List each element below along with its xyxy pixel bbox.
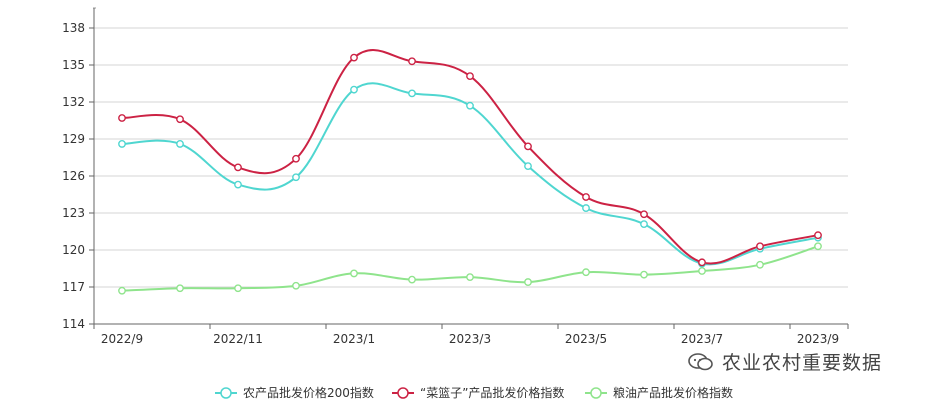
series-0-point-2[interactable]	[234, 180, 242, 189]
x-tick-label-2022-9: 2022/9	[101, 332, 143, 346]
series-1-point-10[interactable]	[698, 258, 706, 267]
legend-swatch-marker-2	[590, 387, 602, 399]
series-2-point-5[interactable]	[408, 275, 416, 284]
series-1-point-5[interactable]	[408, 57, 416, 66]
series-2-point-6[interactable]	[466, 273, 474, 282]
watermark: 农业农村重要数据	[688, 348, 882, 375]
series-1-point-1[interactable]	[176, 115, 184, 124]
legend-label-0: 农产品批发价格200指数	[243, 385, 374, 400]
series-1-point-8[interactable]	[582, 193, 590, 201]
series-1-point-7[interactable]	[524, 142, 532, 151]
series-0-point-5[interactable]	[408, 89, 416, 98]
series-0-point-6[interactable]	[466, 101, 474, 110]
x-tick-label-2023-3: 2023/3	[449, 332, 491, 346]
legend-swatch-marker-1	[397, 387, 409, 399]
series-2-point-8[interactable]	[582, 268, 590, 277]
series-1-point-0[interactable]	[118, 114, 126, 122]
y-tick-label-138: 138	[62, 21, 85, 35]
series-1-point-4[interactable]	[350, 53, 358, 62]
series-2-point-2[interactable]	[234, 284, 242, 293]
y-tick-label-114: 114	[62, 317, 85, 331]
y-tick-label-129: 129	[62, 132, 85, 146]
series-1-point-3[interactable]	[292, 154, 300, 163]
series-0-point-0[interactable]	[118, 140, 126, 148]
axes: 114 117 120 123 126 129 132 135 138 2022/9 2022/11…	[62, 8, 849, 346]
series-1-point-11[interactable]	[756, 242, 764, 251]
y-tick-label-120: 120	[62, 243, 85, 257]
x-tick-label-2023-9: 2023/9	[797, 332, 839, 346]
series-1-point-12[interactable]	[814, 231, 822, 240]
series-0-point-4[interactable]	[350, 85, 358, 94]
series-0-point-9[interactable]	[640, 220, 648, 229]
grid-lines	[94, 27, 848, 288]
series-2-point-9[interactable]	[640, 270, 648, 279]
series-line-2	[121, 245, 819, 292]
legend[interactable]: 农产品批发价格200指数 “菜篮子”产品批发价格指数 粮油产品批发价格指数	[215, 385, 733, 400]
y-tick-label-117: 117	[62, 280, 85, 294]
y-tick-label-132: 132	[62, 95, 85, 109]
legend-item-2[interactable]: 粮油产品批发价格指数	[585, 385, 733, 400]
legend-item-1[interactable]: “菜篮子”产品批发价格指数	[392, 385, 564, 400]
y-tick-label-126: 126	[62, 169, 85, 183]
series-0-point-1[interactable]	[176, 140, 184, 148]
series-line-0	[121, 82, 819, 266]
series-line-1	[121, 49, 819, 265]
wechat-icon	[688, 352, 713, 370]
x-tick-label-2023-5: 2023/5	[565, 332, 607, 346]
series-2-point-7[interactable]	[524, 278, 532, 286]
series-2-point-0[interactable]	[118, 286, 126, 295]
watermark-text: 农业农村重要数据	[722, 352, 883, 374]
legend-label-2: 粮油产品批发价格指数	[613, 385, 733, 400]
series-0-point-3[interactable]	[292, 173, 300, 182]
series-0-point-8[interactable]	[582, 204, 590, 212]
x-tick-label-2022-11: 2022/11	[213, 332, 263, 346]
legend-label-1: “菜篮子”产品批发价格指数	[420, 385, 564, 400]
x-tick-label-2023-1: 2023/1	[333, 332, 375, 346]
x-tick-label-2023-7: 2023/7	[681, 332, 723, 346]
y-tick-label-123: 123	[62, 206, 85, 220]
series-2-point-12[interactable]	[814, 242, 822, 251]
series-2-point-11[interactable]	[756, 260, 764, 269]
series-1-point-9[interactable]	[640, 210, 648, 219]
series-1-point-2[interactable]	[234, 163, 242, 172]
legend-swatch-marker-0	[220, 387, 232, 399]
series-2-point-3[interactable]	[292, 281, 300, 290]
series-2-point-10[interactable]	[698, 267, 706, 275]
series-2-point-1[interactable]	[176, 284, 184, 293]
series-1-point-6[interactable]	[466, 72, 474, 81]
legend-item-0[interactable]: 农产品批发价格200指数	[215, 385, 374, 400]
series-lines	[118, 49, 822, 295]
series-0-point-7[interactable]	[524, 162, 532, 171]
series-2-point-4[interactable]	[350, 269, 358, 278]
y-tick-label-135: 135	[62, 58, 85, 72]
